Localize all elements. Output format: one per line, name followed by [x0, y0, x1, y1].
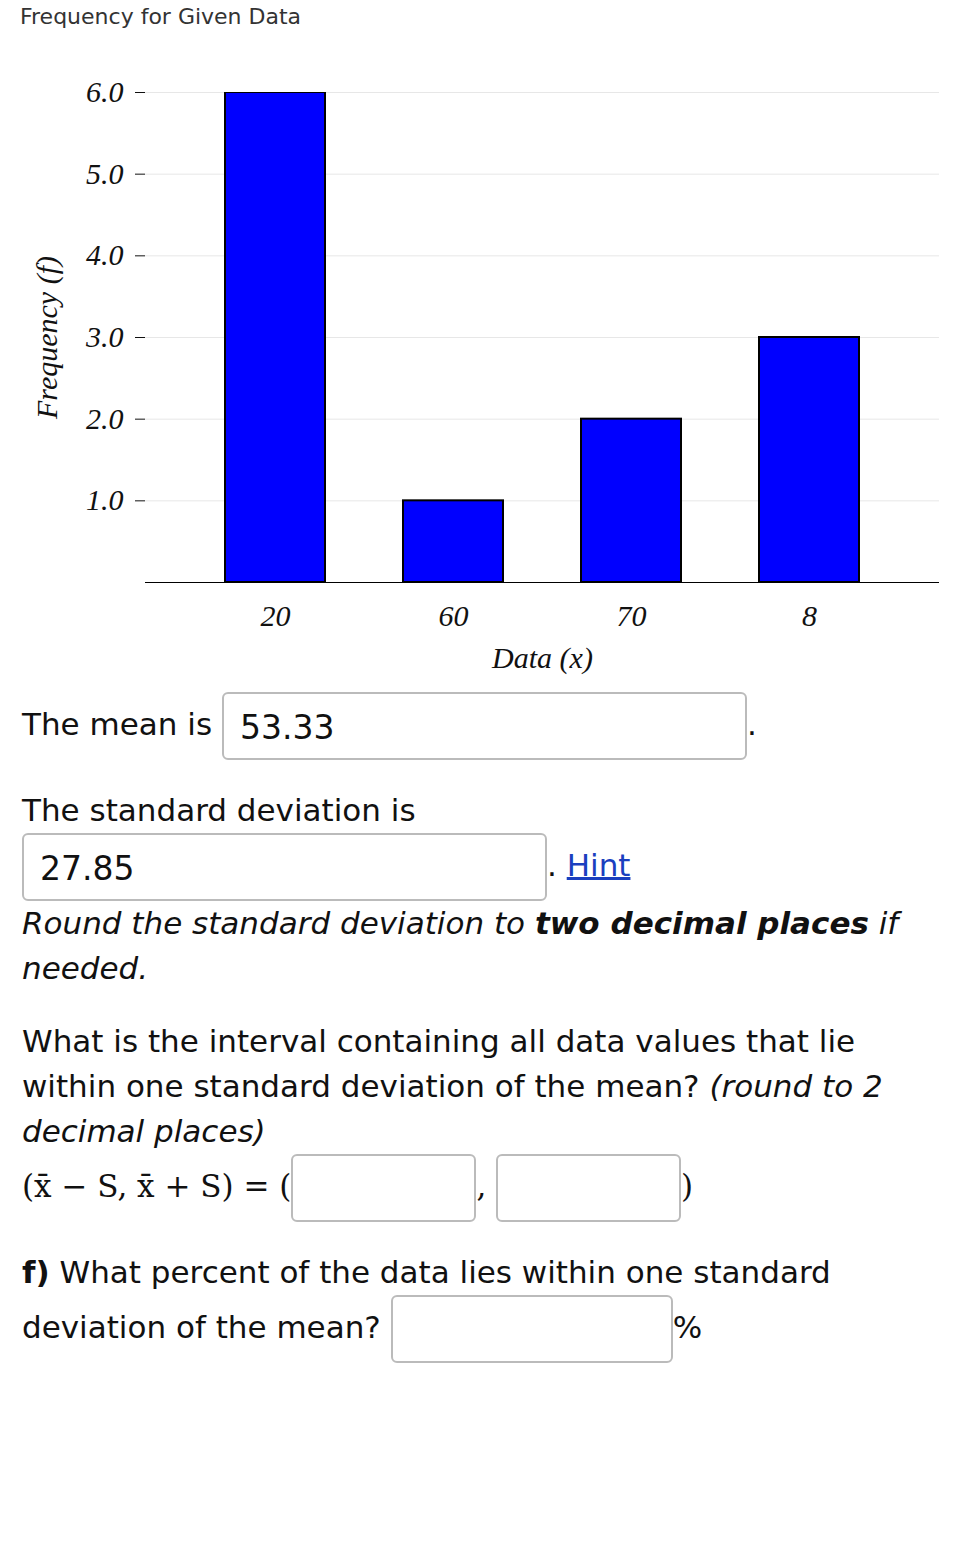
svg-text:6.0: 6.0 [86, 75, 124, 108]
html-text:. Hint: . Hint [547, 846, 631, 883]
svg-text:3.0: 3.0 [85, 320, 124, 353]
svg-text:2.0: 2.0 [86, 402, 124, 435]
svg-text:Frequency (f): Frequency (f) [30, 256, 64, 420]
html-text:f) What percent of the data li: f) What percent of the data lies within … [22, 1253, 831, 1345]
html-text:The mean is: The mean is [22, 705, 222, 742]
svg-text:4.0: 4.0 [86, 238, 124, 271]
svg-text:Data (x): Data (x) [491, 641, 593, 675]
svg-text:70: 70 [617, 599, 647, 632]
svg-text:20: 20 [261, 599, 291, 632]
html-text:27.85: 27.85 [40, 848, 135, 888]
svg-text:8: 8 [802, 599, 817, 632]
html-text:The standard deviation is: The standard deviation is [22, 792, 416, 828]
svg-text:60: 60 [439, 599, 469, 632]
svg-text:5.0: 5.0 [86, 157, 124, 190]
html-text:Frequency for Given Data: Frequency for Given Data [20, 4, 302, 29]
html-text:53.33: 53.33 [239, 708, 335, 747]
html-text:(x̄ − S, x̄ + S) = (: (x̄ − S, x̄ + S) = ( [22, 1167, 292, 1204]
svg-text:1.0: 1.0 [86, 483, 124, 516]
html-text:Round the standard deviation t: Round the standard deviation to two deci… [22, 904, 899, 986]
html-text:What is the interval containin: What is the interval containing all data… [22, 1022, 883, 1149]
